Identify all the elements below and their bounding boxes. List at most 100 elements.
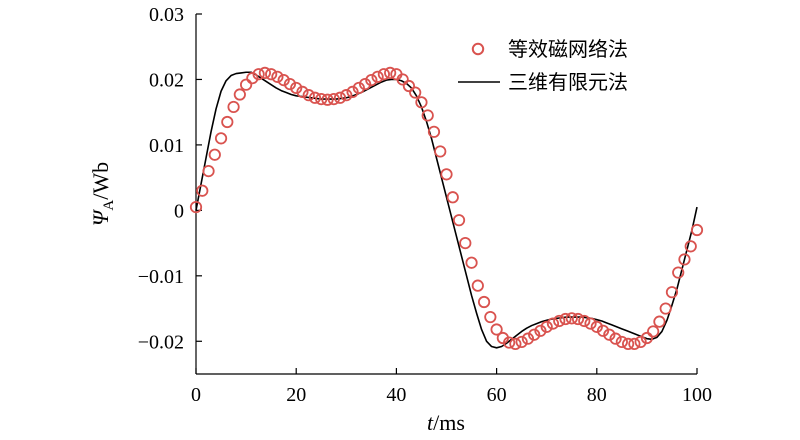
series-point-emcn: [672, 266, 685, 279]
series-point-emcn: [665, 286, 679, 299]
series-point-emcn: [321, 93, 334, 106]
y-axis-var: Ψ: [88, 208, 113, 226]
series-point-emcn: [553, 314, 566, 328]
legend-label-markers: 等效磁网络法: [508, 37, 628, 61]
x-axis-var: t: [427, 410, 434, 435]
y-axis-title: ΨA/Wb: [88, 162, 117, 226]
series-point-emcn: [521, 332, 535, 345]
series-point-emcn: [534, 324, 547, 337]
plot-area: 0 20 40 60 80 100 0.03 0.02 0.01 0 −0.01 −0.02: [138, 4, 712, 406]
legend-label-line: 三维有限元法: [508, 70, 628, 94]
series-point-emcn: [678, 253, 691, 266]
series-point-emcn: [240, 78, 253, 91]
x-tick-label: 60: [487, 384, 507, 406]
series-point-emcn: [302, 89, 315, 102]
series-point-emcn: [384, 66, 397, 80]
series-point-emcn: [315, 92, 328, 106]
y-tick-label: −0.02: [138, 331, 184, 353]
series-point-emcn: [484, 310, 497, 324]
series-point-emcn: [634, 335, 647, 349]
series-point-emcn: [571, 312, 585, 326]
series-point-emcn: [653, 315, 666, 328]
series-point-emcn: [647, 325, 660, 338]
series-point-emcn: [471, 279, 484, 292]
x-tick-label: 80: [587, 384, 607, 406]
series-point-emcn: [346, 85, 359, 98]
x-tick-label: 20: [286, 384, 306, 406]
series-point-emcn: [214, 132, 228, 145]
series-point-emcn: [358, 77, 372, 91]
series-point-emcn: [409, 86, 422, 99]
x-tick-label: 0: [191, 384, 201, 406]
series-point-emcn: [640, 331, 654, 345]
series-point-emcn: [622, 337, 635, 350]
legend-marker-symbol: [471, 42, 485, 56]
series-point-emcn: [246, 72, 259, 85]
series-point-emcn: [459, 236, 472, 250]
series-point-emcn: [265, 68, 278, 81]
series-point-emcn: [421, 109, 434, 122]
series-point-emcn: [277, 74, 290, 87]
series-point-emcn: [540, 320, 553, 333]
series-layer: [189, 66, 704, 350]
series-point-emcn: [296, 85, 309, 98]
series-point-emcn: [490, 323, 503, 336]
tick-labels: 0 20 40 60 80 100 0.03 0.02 0.01 0 −0.01 −0.02: [138, 4, 712, 406]
series-point-emcn: [528, 328, 541, 341]
series-point-emcn: [452, 214, 466, 227]
series-point-emcn: [427, 125, 441, 138]
series-point-emcn: [590, 320, 603, 333]
series-point-emcn: [628, 337, 641, 350]
series-point-emcn: [546, 317, 560, 330]
series-point-emcn: [221, 115, 234, 129]
series-point-emcn: [415, 96, 428, 109]
series-point-emcn: [446, 191, 459, 204]
y-tick-label: 0.01: [149, 135, 184, 157]
series-point-emcn: [509, 337, 522, 350]
series-point-emcn: [434, 145, 447, 158]
y-tick-label: 0.03: [149, 4, 184, 26]
legend: 等效磁网络法 三维有限元法: [458, 37, 628, 94]
series-point-emcn: [503, 336, 516, 349]
series-point-emcn: [578, 314, 591, 328]
series-point-emcn: [340, 89, 353, 102]
x-tick-label: 40: [386, 384, 406, 406]
series-point-emcn: [271, 70, 284, 83]
series-point-emcn: [584, 317, 597, 330]
y-tick-label: 0.02: [149, 69, 184, 91]
series-point-emcn: [396, 73, 409, 86]
series-point-emcn: [196, 184, 209, 197]
axis-ticks: [195, 13, 698, 374]
series-point-emcn: [365, 74, 378, 87]
series-point-emcn: [371, 70, 384, 83]
series-point-emcn: [290, 81, 303, 95]
series-point-emcn: [208, 148, 221, 161]
x-tick-label: 100: [682, 384, 712, 406]
series-point-emcn: [615, 335, 628, 349]
series-point-emcn: [189, 200, 203, 214]
series-point-emcn: [377, 68, 390, 81]
series-point-emcn: [308, 91, 322, 104]
series-point-emcn: [352, 81, 365, 95]
series-point-emcn: [690, 223, 704, 237]
series-point-emcn: [258, 66, 271, 80]
series-point-emcn: [515, 335, 528, 349]
series-point-emcn: [327, 92, 340, 106]
series-line-fem: [195, 71, 698, 349]
series-point-emcn: [477, 295, 491, 309]
series-point-emcn: [283, 77, 297, 91]
series-point-emcn: [603, 328, 616, 341]
series-point-emcn: [559, 312, 572, 326]
x-axis-unit: /ms: [433, 410, 465, 435]
x-axis-title: t/ms: [427, 410, 465, 435]
series-point-emcn: [252, 68, 265, 81]
series-point-emcn: [202, 164, 215, 178]
y-tick-label: 0: [174, 200, 184, 222]
y-axis-sub: A: [101, 200, 117, 211]
series-point-emcn: [596, 324, 610, 337]
series-point-emcn: [465, 256, 478, 269]
series-point-emcn: [565, 312, 578, 325]
series-point-emcn: [440, 168, 453, 181]
series-point-emcn: [609, 332, 622, 345]
